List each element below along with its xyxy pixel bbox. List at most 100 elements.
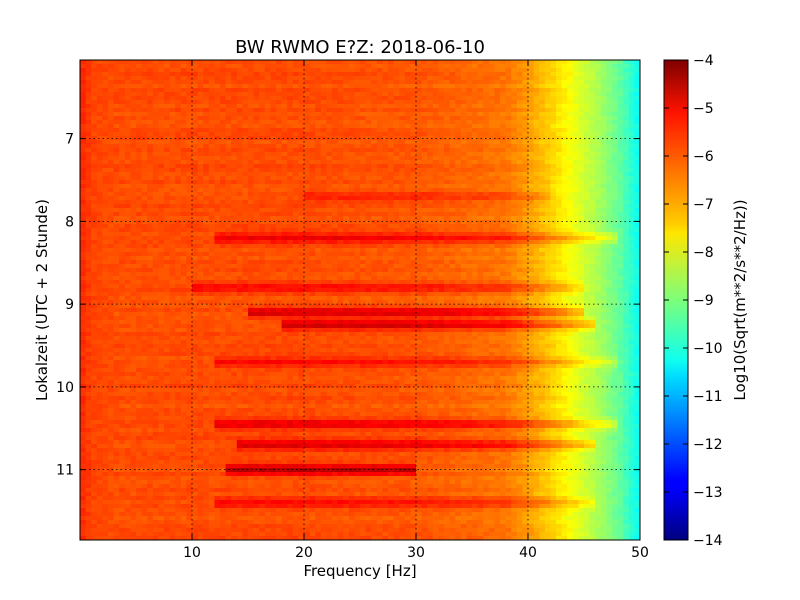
heatmap-cell xyxy=(315,220,322,225)
heatmap-cell xyxy=(606,84,613,89)
heatmap-cell xyxy=(309,188,316,193)
heatmap-cell xyxy=(511,204,518,209)
heatmap-cell xyxy=(354,140,361,145)
heatmap-cell xyxy=(186,224,193,229)
heatmap-cell xyxy=(634,156,640,161)
heatmap-cell xyxy=(326,232,333,237)
heatmap-cell xyxy=(253,120,260,125)
heatmap-cell xyxy=(276,148,283,153)
heatmap-cell xyxy=(298,240,305,245)
heatmap-cell xyxy=(382,204,389,209)
heatmap-cell xyxy=(522,148,529,153)
heatmap-cell xyxy=(208,232,215,237)
heatmap-cell xyxy=(102,216,109,221)
heatmap-cell xyxy=(511,96,518,101)
heatmap-cell xyxy=(617,220,624,225)
heatmap-cell xyxy=(108,192,115,197)
heatmap-cell xyxy=(130,224,137,229)
heatmap-cell xyxy=(96,80,103,85)
heatmap-cell xyxy=(287,232,294,237)
heatmap-cell xyxy=(225,196,232,201)
heatmap-cell xyxy=(584,88,591,93)
heatmap-cell xyxy=(533,176,540,181)
heatmap-cell xyxy=(393,216,400,221)
heatmap-cell xyxy=(309,144,316,149)
heatmap-cell xyxy=(225,132,232,137)
heatmap-cell xyxy=(360,224,367,229)
heatmap-cell xyxy=(220,224,227,229)
heatmap-cell xyxy=(438,100,445,105)
heatmap-cell xyxy=(180,80,187,85)
heatmap-cell xyxy=(332,120,339,125)
heatmap-cell xyxy=(281,232,288,237)
heatmap-cell xyxy=(556,208,563,213)
heatmap-cell xyxy=(102,160,109,165)
heatmap-cell xyxy=(511,180,518,185)
heatmap-cell xyxy=(304,84,311,89)
heatmap-cell xyxy=(427,60,434,65)
heatmap-cell xyxy=(500,172,507,177)
heatmap-cell xyxy=(427,256,434,261)
heatmap-cell xyxy=(600,248,607,253)
heatmap-cell xyxy=(231,200,238,205)
heatmap-cell xyxy=(500,236,507,241)
heatmap-cell xyxy=(432,100,439,105)
heatmap-cell xyxy=(203,188,210,193)
heatmap-cell xyxy=(432,172,439,177)
heatmap-cell xyxy=(488,252,495,257)
heatmap-cell xyxy=(292,188,299,193)
heatmap-cell xyxy=(371,124,378,129)
heatmap-cell xyxy=(556,72,563,77)
heatmap-cell xyxy=(511,88,518,93)
heatmap-cell xyxy=(253,212,260,217)
heatmap-cell xyxy=(466,136,473,141)
heatmap-cell xyxy=(382,160,389,165)
heatmap-cell xyxy=(281,84,288,89)
heatmap-cell xyxy=(589,100,596,105)
heatmap-cell xyxy=(449,216,456,221)
heatmap-cell xyxy=(91,248,98,253)
heatmap-cell xyxy=(539,80,546,85)
heatmap-cell xyxy=(158,168,165,173)
heatmap-cell xyxy=(332,244,339,249)
heatmap-cell xyxy=(528,212,535,217)
heatmap-cell xyxy=(494,136,501,141)
heatmap-cell xyxy=(404,256,411,261)
heatmap-cell xyxy=(203,236,210,241)
heatmap-cell xyxy=(287,252,294,257)
heatmap-cell xyxy=(595,140,602,145)
heatmap-cell xyxy=(130,228,137,233)
heatmap-cell xyxy=(141,216,148,221)
heatmap-cell xyxy=(427,220,434,225)
heatmap-cell xyxy=(556,164,563,169)
heatmap-cell xyxy=(416,212,423,217)
heatmap-cell xyxy=(382,184,389,189)
heatmap-cell xyxy=(315,236,322,241)
heatmap-cell xyxy=(494,112,501,117)
heatmap-cell xyxy=(567,244,574,249)
heatmap-cell xyxy=(102,140,109,145)
heatmap-cell xyxy=(164,168,171,173)
heatmap-cell xyxy=(393,232,400,237)
heatmap-cell xyxy=(158,228,165,233)
heatmap-cell xyxy=(253,100,260,105)
heatmap-cell xyxy=(80,108,87,113)
heatmap-cell xyxy=(281,80,288,85)
heatmap-cell xyxy=(360,252,367,257)
heatmap-cell xyxy=(360,72,367,77)
heatmap-cell xyxy=(264,80,271,85)
heatmap-cell xyxy=(208,76,215,81)
heatmap-cell xyxy=(264,72,271,77)
heatmap-cell xyxy=(119,204,126,209)
heatmap-cell xyxy=(248,168,255,173)
heatmap-cell xyxy=(617,160,624,165)
heatmap-cell xyxy=(337,216,344,221)
heatmap-cell xyxy=(522,112,529,117)
heatmap-cell xyxy=(438,192,445,197)
heatmap-cell xyxy=(136,96,143,101)
heatmap-cell xyxy=(528,108,535,113)
heatmap-cell xyxy=(214,228,221,233)
heatmap-cell xyxy=(516,244,523,249)
heatmap-cell xyxy=(287,192,294,197)
heatmap-cell xyxy=(522,100,529,105)
